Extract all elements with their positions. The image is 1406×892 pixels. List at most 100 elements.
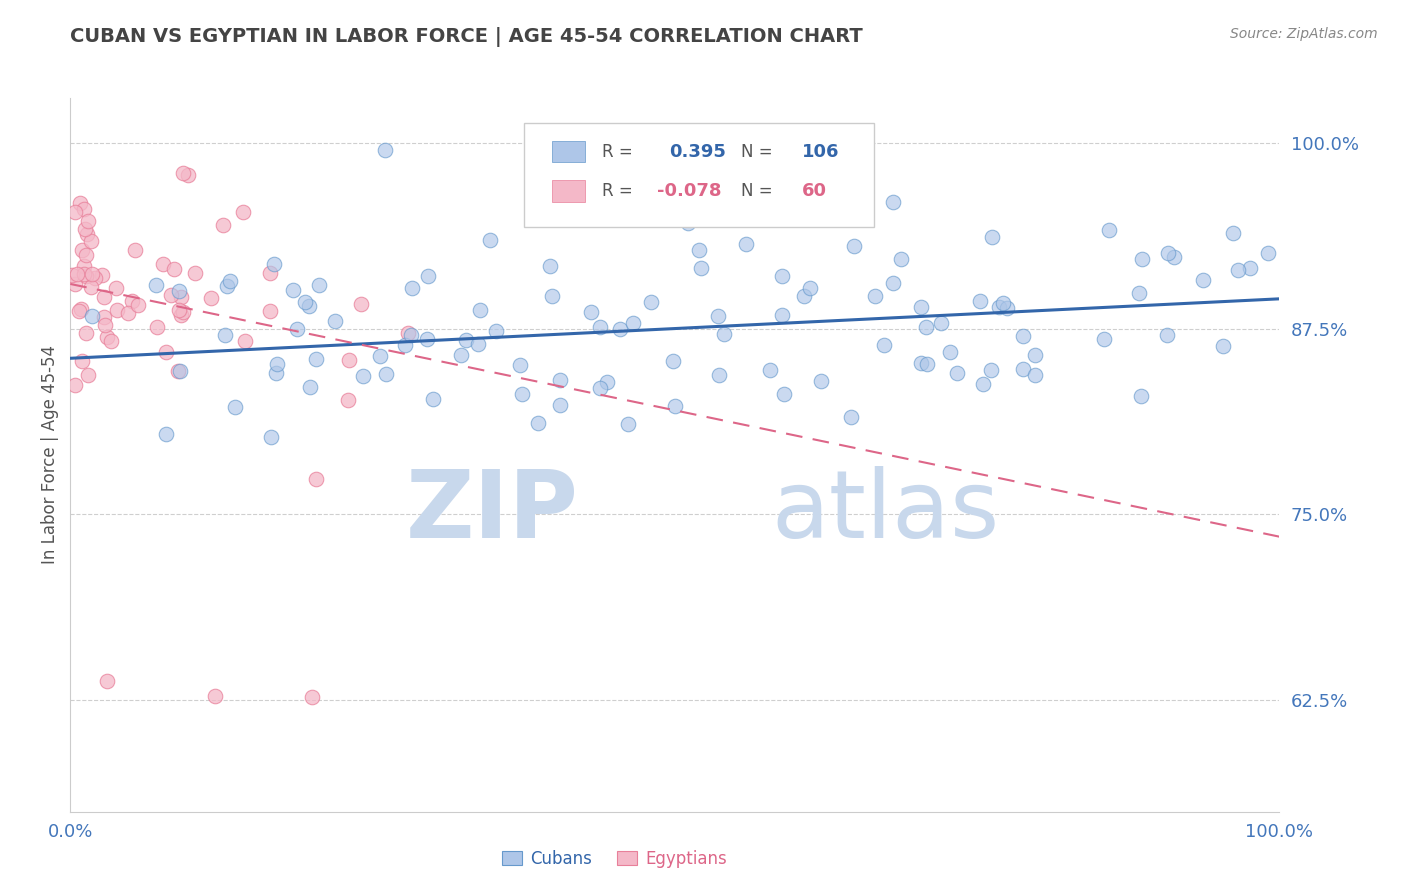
Point	[770, 308, 793, 322]
Point	[301, 690, 323, 705]
Point	[841, 410, 863, 425]
Point	[264, 367, 287, 381]
Point	[214, 328, 236, 343]
Point	[396, 326, 419, 340]
Point	[65, 378, 87, 392]
Point	[676, 216, 699, 230]
Point	[527, 416, 550, 430]
Point	[80, 280, 103, 294]
Point	[60, 268, 83, 282]
Point	[1156, 327, 1178, 342]
Point	[305, 352, 328, 367]
Point	[759, 363, 782, 377]
Point	[96, 673, 118, 688]
Point	[1239, 261, 1261, 276]
Point	[510, 387, 533, 401]
Point	[124, 243, 146, 257]
Point	[664, 399, 686, 413]
Point	[184, 266, 207, 280]
Point	[73, 267, 96, 281]
Point	[872, 337, 894, 351]
Point	[368, 349, 391, 363]
Point	[1098, 222, 1121, 236]
Text: R =: R =	[602, 182, 633, 200]
Point	[946, 366, 969, 380]
Point	[910, 356, 932, 370]
Text: CUBAN VS EGYPTIAN IN LABOR FORCE | AGE 45-54 CORRELATION CHART: CUBAN VS EGYPTIAN IN LABOR FORCE | AGE 4…	[70, 27, 863, 46]
Point	[169, 364, 191, 378]
Point	[117, 306, 139, 320]
Point	[981, 229, 1004, 244]
Point	[212, 219, 235, 233]
Point	[987, 300, 1010, 314]
Point	[259, 303, 281, 318]
Point	[77, 214, 100, 228]
Point	[146, 319, 169, 334]
Text: 0.395: 0.395	[669, 143, 725, 161]
Point	[707, 368, 730, 383]
Text: ZIP: ZIP	[405, 466, 578, 558]
Point	[73, 221, 96, 235]
Point	[163, 262, 186, 277]
Point	[401, 281, 423, 295]
Point	[707, 310, 730, 324]
Point	[337, 353, 360, 368]
Point	[80, 310, 103, 324]
Point	[890, 252, 912, 266]
Text: 60: 60	[801, 182, 827, 200]
Text: 106: 106	[801, 143, 839, 161]
Point	[1192, 273, 1215, 287]
Point	[145, 278, 167, 293]
Point	[509, 358, 531, 372]
Point	[73, 202, 96, 216]
Point	[263, 257, 285, 271]
Legend: Cubans, Egyptians: Cubans, Egyptians	[495, 844, 734, 875]
Point	[63, 205, 86, 219]
Point	[479, 233, 502, 247]
Point	[609, 322, 631, 336]
Point	[298, 380, 321, 394]
Point	[1257, 246, 1279, 260]
Point	[232, 205, 254, 219]
Point	[155, 345, 177, 359]
Point	[454, 333, 477, 347]
Point	[1227, 263, 1250, 277]
Point	[980, 363, 1002, 377]
Point	[1157, 246, 1180, 260]
Y-axis label: In Labor Force | Age 45-54: In Labor Force | Age 45-54	[41, 345, 59, 565]
Point	[688, 243, 710, 257]
Point	[621, 316, 644, 330]
Point	[991, 296, 1014, 310]
Point	[305, 472, 328, 486]
FancyBboxPatch shape	[551, 141, 585, 162]
FancyBboxPatch shape	[524, 123, 875, 227]
Point	[662, 354, 685, 368]
Point	[1130, 388, 1153, 402]
Point	[172, 305, 194, 319]
Point	[1024, 348, 1046, 362]
Point	[67, 303, 90, 318]
Point	[77, 368, 100, 382]
Point	[375, 368, 398, 382]
Point	[352, 369, 374, 384]
Point	[690, 260, 713, 275]
Point	[75, 268, 97, 283]
Point	[863, 289, 886, 303]
Point	[589, 381, 612, 395]
Point	[69, 196, 91, 211]
Point	[72, 259, 94, 273]
Point	[399, 328, 422, 343]
Point	[152, 257, 174, 271]
Point	[713, 326, 735, 341]
Point	[75, 326, 97, 340]
Point	[266, 357, 288, 371]
Point	[910, 301, 932, 315]
Point	[548, 373, 571, 387]
Point	[548, 398, 571, 412]
Point	[374, 143, 396, 157]
Point	[259, 430, 281, 444]
Point	[308, 277, 330, 292]
Point	[1092, 333, 1115, 347]
Point	[155, 426, 177, 441]
Point	[283, 284, 305, 298]
